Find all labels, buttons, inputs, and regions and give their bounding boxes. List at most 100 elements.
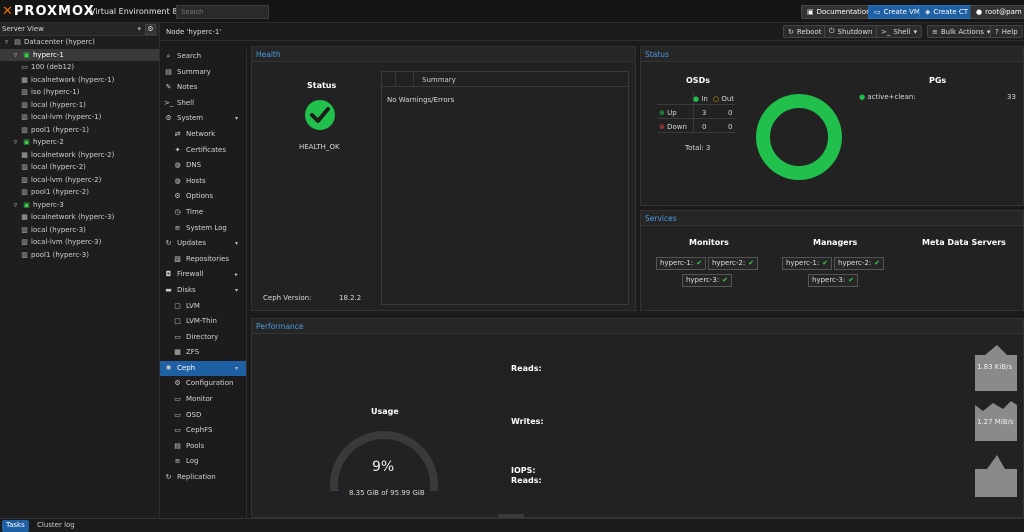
nav-item-hosts[interactable]: ◍ Hosts [160, 174, 246, 190]
nav-item-replication[interactable]: ↻ Replication [160, 470, 246, 486]
tree-item[interactable]: ▥ local (hyperc-2) [0, 161, 159, 174]
osd-down-label: ⊗ Down [659, 123, 687, 131]
gears-icon: ⚙ [165, 114, 172, 123]
nav-item-pools[interactable]: ▤ Pools [160, 439, 246, 455]
terminal-icon: >_ [164, 98, 174, 107]
nav-item-network[interactable]: ⇄ Network [160, 127, 246, 143]
nav-item-directory[interactable]: ▭ Directory [160, 330, 246, 346]
create-ct-button[interactable]: ◈ Create CT [919, 5, 975, 19]
nav-item-firewall[interactable]: ◘ Firewall ▸ [160, 267, 246, 283]
tree-item[interactable]: ▥ pool1 (hyperc-2) [0, 186, 159, 199]
view-selector[interactable]: Server View ▾ ⚙ [0, 23, 159, 36]
tree-item[interactable]: ▥ local-lvm (hyperc-2) [0, 174, 159, 187]
managers-title: Managers [813, 238, 858, 247]
nav-item-repositories[interactable]: ▧ Repositories [160, 252, 246, 268]
check-icon: ✔ [748, 259, 755, 267]
tree-item[interactable]: ▥ iso (hyperc-1) [0, 86, 159, 99]
nav-item-label: Ceph [177, 363, 196, 372]
nav-item-dns[interactable]: ◍ DNS [160, 158, 246, 174]
tree-item[interactable]: ▥ local-lvm (hyperc-1) [0, 111, 159, 124]
ceph-version-label: Ceph Version: [263, 294, 312, 302]
shell-button[interactable]: >_ Shell ▾ [876, 25, 922, 38]
reboot-button[interactable]: ↻ Reboot [783, 25, 827, 38]
nav-item-monitor[interactable]: ▭ Monitor [160, 392, 246, 408]
tab-cluster-log[interactable]: Cluster log [37, 521, 75, 529]
summary-column-header[interactable]: Summary [422, 76, 456, 84]
nav-item-system[interactable]: ⚙ System ▾ [160, 111, 246, 127]
chevron-down-icon[interactable]: ▾ [234, 115, 238, 123]
tree-item-label: localnetwork (hyperc-3) [31, 213, 115, 221]
expand-toggle-icon[interactable]: ▿ [4, 38, 9, 46]
tree-item[interactable]: ▿ ▤ Datacenter (hyperc) [0, 36, 159, 49]
shutdown-button[interactable]: ⏻ Shutdown [824, 25, 878, 38]
chevron-right-icon[interactable]: ▸ [234, 271, 238, 279]
nav-item-label: CephFS [186, 426, 213, 435]
manager-chip[interactable]: hyperc-1: ✔ [782, 257, 833, 270]
nav-item-notes[interactable]: ✎ Notes [160, 80, 246, 96]
tree-item[interactable]: ▥ local-lvm (hyperc-3) [0, 236, 159, 249]
tab-tasks[interactable]: Tasks [2, 520, 29, 532]
nav-item-updates[interactable]: ↻ Updates ▾ [160, 236, 246, 252]
tree-item[interactable]: ▥ local (hyperc-3) [0, 224, 159, 237]
expand-toggle-icon[interactable]: ▿ [13, 50, 18, 59]
user-menu-button[interactable]: ●root@pam▾ [970, 5, 1024, 19]
disk-icon: ▬ [165, 285, 172, 294]
tree-item[interactable]: ▿ ▣ hyperc-2 [0, 136, 159, 149]
mds-title: Meta Data Servers [922, 238, 1006, 247]
list-icon: ≡ [174, 457, 181, 466]
network-icon: ▦ [21, 213, 28, 221]
tree-item[interactable]: ▿ ▣ hyperc-1 [0, 48, 159, 61]
tree-item[interactable]: ▿ ▣ hyperc-3 [0, 199, 159, 212]
nav-item-options[interactable]: ⚙ Options [160, 189, 246, 205]
monitor-chip[interactable]: hyperc-2: ✔ [708, 257, 759, 270]
gauge-track [330, 431, 438, 491]
gear-icon[interactable]: ⚙ [145, 24, 156, 35]
nav-item-osd[interactable]: ▭ OSD [160, 408, 246, 424]
tree-item[interactable]: ▭ 100 (deb12) [0, 61, 159, 74]
top-bar: ✕PROXMOX Virtual Environment 8.2.4 ▣Docu… [0, 0, 1024, 23]
bulk-actions-button[interactable]: ≡ Bulk Actions ▾ [927, 25, 996, 38]
help-button[interactable]: ? Help [990, 25, 1023, 38]
nav-item-system-log[interactable]: ≡ System Log [160, 221, 246, 237]
manager-chip[interactable]: hyperc-2: ✔ [834, 257, 885, 270]
nav-item-time[interactable]: ◷ Time [160, 205, 246, 221]
tree-item[interactable]: ▥ pool1 (hyperc-1) [0, 124, 159, 137]
nav-item-summary[interactable]: ▤ Summary [160, 65, 246, 81]
monitor-chip[interactable]: hyperc-3: ✔ [682, 274, 733, 287]
tree-item[interactable]: ▦ localnetwork (hyperc-3) [0, 211, 159, 224]
nav-item-disks[interactable]: ▬ Disks ▾ [160, 283, 246, 299]
node-icon: ▣ [23, 50, 30, 59]
nav-item-label: DNS [186, 161, 202, 170]
nav-item-zfs[interactable]: ▦ ZFS [160, 345, 246, 361]
tree-item-label: local-lvm (hyperc-2) [31, 175, 102, 184]
nav-item-shell[interactable]: >_ Shell [160, 96, 246, 112]
nav-item-cephfs[interactable]: ▭ CephFS [160, 423, 246, 439]
health-status-text: HEALTH_OK [299, 143, 340, 151]
manager-chip[interactable]: hyperc-3: ✔ [808, 274, 859, 287]
nav-item-lvm[interactable]: ▢ LVM [160, 299, 246, 315]
tree-item-label: local-lvm (hyperc-1) [31, 113, 102, 121]
documentation-button[interactable]: ▣ Documentation [801, 5, 877, 19]
create-vm-button[interactable]: ▭ Create VM [868, 5, 926, 19]
chevron-down-icon[interactable]: ▾ [234, 286, 238, 294]
chevron-down-icon[interactable]: ▾ [234, 364, 238, 372]
chevron-down-icon[interactable]: ▾ [234, 240, 238, 248]
nav-item-lvm-thin[interactable]: □ LVM-Thin [160, 314, 246, 330]
panel-resize-handle[interactable] [498, 514, 524, 518]
tree-item[interactable]: ▦ localnetwork (hyperc-2) [0, 149, 159, 162]
nav-item-certificates[interactable]: ✦ Certificates [160, 143, 246, 159]
proxmox-logo[interactable]: ✕PROXMOX [2, 4, 95, 19]
tree-item[interactable]: ▥ local (hyperc-1) [0, 99, 159, 112]
search-input[interactable] [176, 5, 269, 19]
monitor-chip[interactable]: hyperc-1: ✔ [656, 257, 707, 270]
nav-item-log[interactable]: ≡ Log [160, 454, 246, 470]
nav-item-ceph[interactable]: ✺ Ceph ▾ [160, 360, 246, 377]
nav-item-search[interactable]: ⌕ Search [160, 49, 246, 65]
tree-item[interactable]: ▦ localnetwork (hyperc-1) [0, 74, 159, 87]
nav-item-configuration[interactable]: ⚙ Configuration [160, 376, 246, 392]
expand-toggle-icon[interactable]: ▿ [13, 200, 18, 209]
chevron-down-icon: ▾ [137, 25, 141, 33]
tree-item[interactable]: ▥ pool1 (hyperc-3) [0, 249, 159, 262]
expand-toggle-icon[interactable]: ▿ [13, 138, 18, 146]
logo-x-icon: ✕ [2, 4, 14, 19]
